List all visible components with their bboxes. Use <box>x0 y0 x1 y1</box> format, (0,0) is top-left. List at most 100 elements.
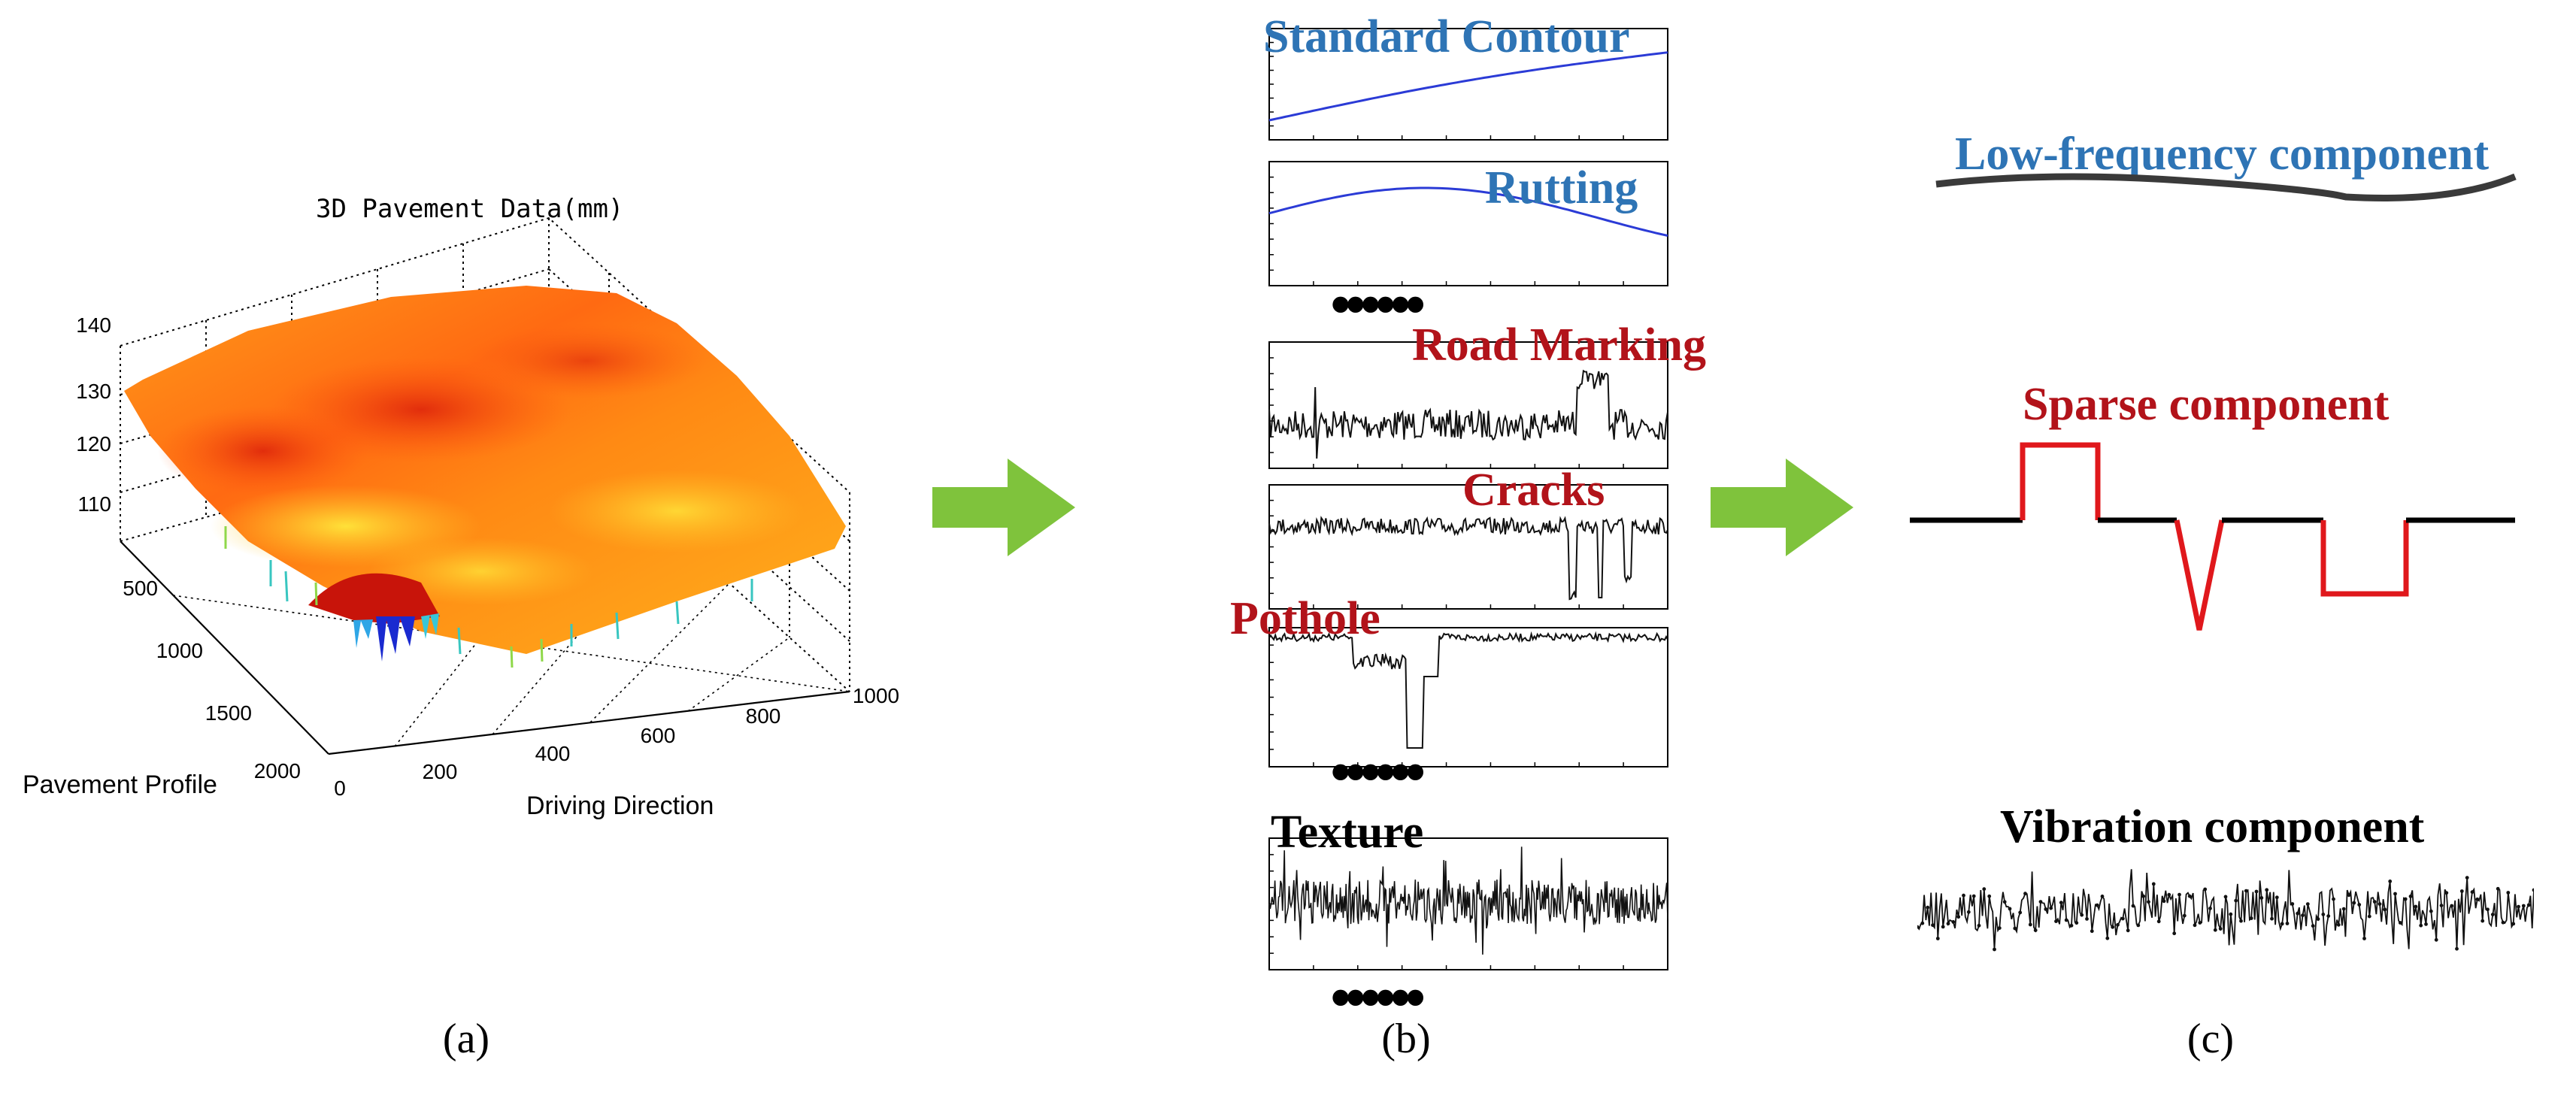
z-tick-labels: 140 130 120 110 <box>76 313 111 516</box>
vibration-marker <box>2403 897 2408 901</box>
low-frequency-curve <box>1935 173 2517 201</box>
vibration-marker <box>2490 913 2495 916</box>
vibration-marker <box>2044 907 2048 911</box>
vibration-marker <box>2336 922 2341 927</box>
z-tick: 120 <box>76 432 111 456</box>
caption-b: (b) <box>1381 1016 1431 1062</box>
vibration-marker <box>2285 922 2290 925</box>
vibration-marker <box>2147 900 2150 904</box>
profile-tick: 500 <box>123 577 158 600</box>
vibration-marker <box>2105 936 2110 940</box>
vibration-marker <box>1997 926 2002 930</box>
vibration-marker <box>1993 947 1996 952</box>
label-cracks: Cracks <box>1462 465 1605 516</box>
vibration-marker <box>2182 913 2187 918</box>
vibration-marker <box>2013 926 2017 931</box>
vibration-marker <box>2481 919 2485 923</box>
vibration-marker <box>1966 910 1971 914</box>
vibration-marker <box>2249 916 2253 920</box>
z-tick: 140 <box>76 313 111 337</box>
vibration-marker <box>2280 922 2284 926</box>
vibration-marker <box>2526 903 2531 907</box>
vibration-marker <box>2259 896 2264 900</box>
trace-rutting <box>1268 186 1668 237</box>
arrow-a-to-b <box>932 459 1075 556</box>
trace-cracks <box>1268 516 1668 601</box>
vibration-marker <box>2388 880 2393 883</box>
vibration-marker <box>2347 893 2351 898</box>
pavement-surface <box>124 286 846 668</box>
vibration-marker <box>2049 906 2053 910</box>
surface-plot-title: 3D Pavement Data(mm) <box>316 194 624 224</box>
vibration-marker <box>1931 923 1935 928</box>
vibration-marker <box>2116 922 2120 927</box>
plot-frame-road-marking <box>1268 341 1668 469</box>
vibration-marker <box>2218 927 2223 931</box>
vibration-marker <box>2151 882 2156 886</box>
label-vibration: Vibration component <box>2000 801 2425 852</box>
profile-tick: 2000 <box>254 759 301 783</box>
trace-standard-contour <box>1268 51 1668 122</box>
vibration-marker <box>2038 900 2043 904</box>
vibration-marker <box>2193 923 2197 928</box>
vibration-marker <box>2054 919 2058 923</box>
panel-c: Low-frequency component Sparse component… <box>1880 0 2576 1096</box>
vibration-marker <box>2002 900 2007 904</box>
vibration-marker <box>2301 913 2305 918</box>
sparse-signal <box>1910 442 2515 631</box>
vibration-marker <box>2372 900 2377 904</box>
trace-road-marking <box>1268 369 1668 459</box>
vibration-marker <box>2141 894 2146 898</box>
driving-axis-label: Driving Direction <box>526 792 714 820</box>
vibration-marker <box>2033 928 2038 932</box>
vibration-marker <box>2362 937 2366 940</box>
vibration-marker <box>1971 894 1976 898</box>
vibration-marker <box>2290 902 2295 906</box>
label-texture: Texture <box>1271 807 1424 858</box>
vibration-marker <box>2270 916 2274 921</box>
vibration-marker <box>2254 889 2259 894</box>
vibration-marker <box>2326 914 2331 918</box>
vibration-marker <box>2156 919 2161 924</box>
vibration-marker <box>2296 911 2300 916</box>
driving-tick: 200 <box>423 760 458 783</box>
vibration-marker <box>1941 925 1945 929</box>
vibration-marker <box>1920 921 1925 925</box>
vibration-marker <box>2234 898 2238 903</box>
vibration-marker <box>2414 904 2418 909</box>
vibration-marker <box>2455 946 2459 951</box>
vibration-marker <box>2393 892 2397 896</box>
driving-tick: 1000 <box>853 684 899 707</box>
trace-pothole <box>1268 631 1668 749</box>
driving-tick: 600 <box>641 724 676 747</box>
vibration-marker <box>2265 888 2269 892</box>
vibration-signal <box>1917 869 2534 952</box>
vibration-marker <box>2496 886 2500 891</box>
driving-tick: 400 <box>535 742 571 765</box>
vibration-marker <box>2162 899 2166 904</box>
vibration-marker <box>2352 901 2356 905</box>
panel-b: Standard Contour Rutting •••••• Road Mar… <box>1105 0 1706 1096</box>
profile-tick-labels: 500 1000 1500 2000 <box>123 577 301 783</box>
vibration-marker <box>2424 922 2428 926</box>
vibration-marker <box>1962 893 1965 898</box>
vibration-marker <box>2069 923 2074 928</box>
vibration-marker <box>2429 909 2433 913</box>
vibration-marker <box>2090 929 2094 934</box>
vibration-marker <box>2274 895 2279 900</box>
vibration-marker <box>2008 907 2012 911</box>
vibration-marker <box>1977 923 1981 928</box>
panel-b-plots <box>1268 28 1668 970</box>
vibration-marker <box>2229 912 2233 916</box>
vibration-marker <box>1935 937 1940 940</box>
driving-tick: 0 <box>334 777 346 800</box>
vibration-marker <box>2126 928 2130 933</box>
vibration-marker <box>2532 888 2534 892</box>
vibration-marker <box>2486 907 2490 912</box>
vibration-marker <box>2439 904 2444 907</box>
vibration-marker <box>2332 897 2335 901</box>
vibration-marker <box>2408 895 2413 898</box>
vibration-marker <box>2187 894 2192 898</box>
vibration-marker <box>2501 920 2505 925</box>
plot-frame-standard-contour <box>1268 28 1668 141</box>
